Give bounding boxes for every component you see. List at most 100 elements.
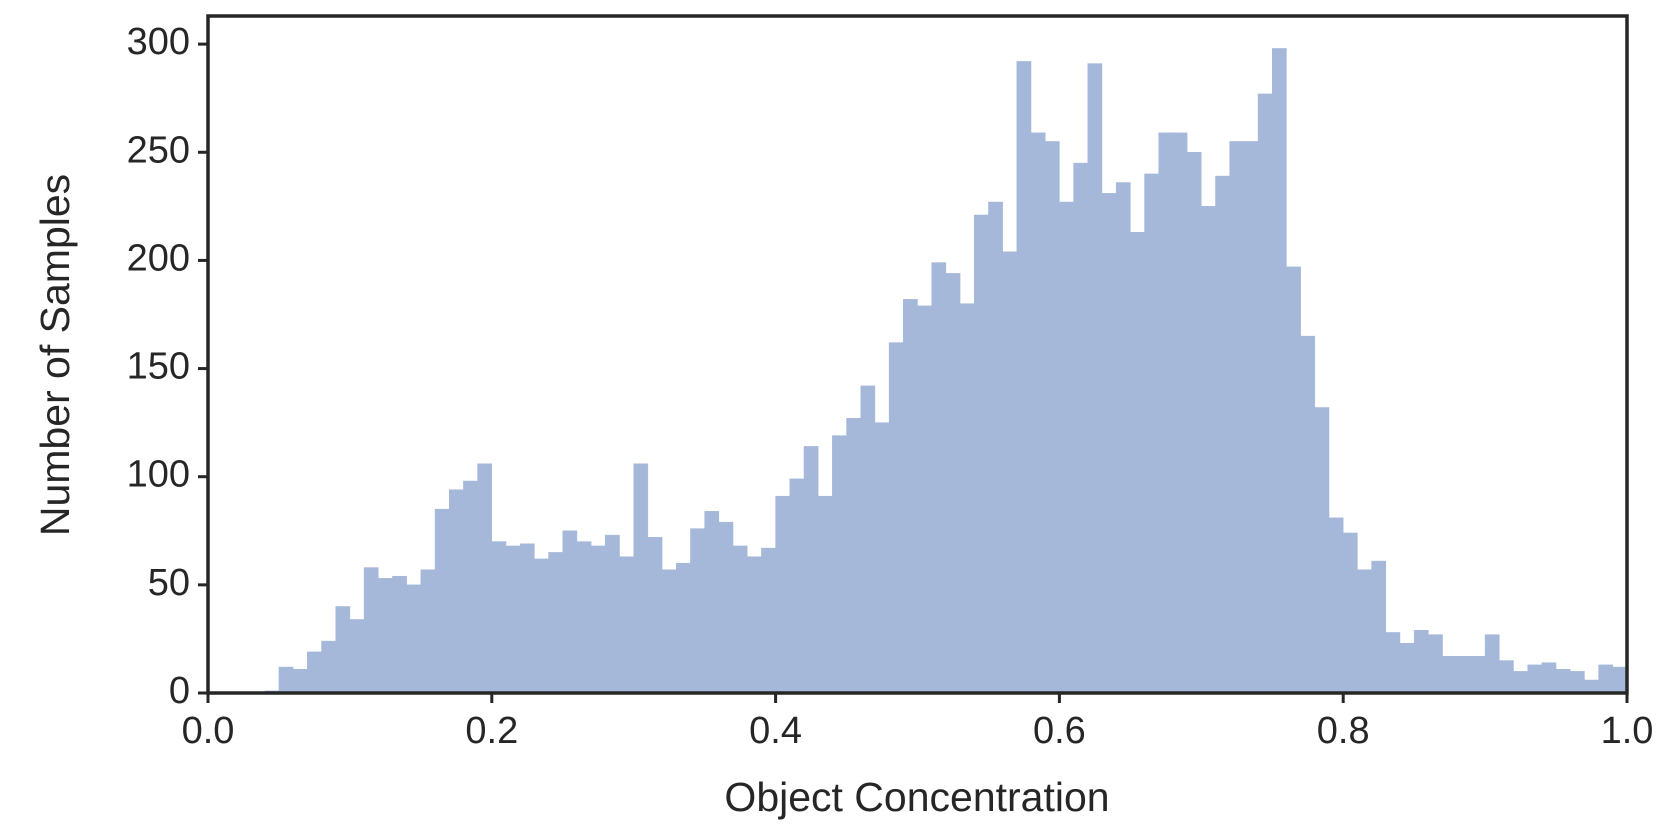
bar xyxy=(1059,201,1074,694)
bar xyxy=(1584,679,1599,694)
bar xyxy=(690,528,705,694)
x-tick-label: 0.2 xyxy=(465,710,518,752)
bar xyxy=(832,435,847,694)
y-tick-label: 200 xyxy=(127,237,190,279)
x-tick-label: 0.8 xyxy=(1317,710,1370,752)
bar xyxy=(1357,569,1372,694)
bar xyxy=(562,530,578,694)
bar xyxy=(335,606,351,694)
bar xyxy=(363,567,379,694)
bar xyxy=(392,575,407,694)
bar xyxy=(292,668,308,694)
y-tick-label: 300 xyxy=(127,21,190,63)
bar xyxy=(860,385,876,694)
x-axis-label: Object Concentration xyxy=(724,774,1109,820)
bar xyxy=(1286,266,1301,694)
bar xyxy=(576,541,592,694)
bar xyxy=(676,562,691,694)
bar xyxy=(1172,132,1188,694)
bar xyxy=(1272,48,1287,694)
bar xyxy=(1201,206,1216,694)
bar xyxy=(1016,61,1032,694)
bar xyxy=(1470,655,1486,694)
bar xyxy=(1002,251,1018,694)
bar xyxy=(1087,63,1103,694)
bar xyxy=(307,651,322,694)
bar xyxy=(917,305,932,694)
bar xyxy=(704,511,720,694)
bar xyxy=(718,521,734,694)
bar xyxy=(548,552,563,694)
bar xyxy=(888,342,904,694)
bar xyxy=(846,418,861,694)
bar xyxy=(661,569,677,694)
bar xyxy=(1413,630,1429,694)
bar xyxy=(1399,643,1415,694)
bar xyxy=(647,537,663,694)
bar xyxy=(789,478,805,694)
y-tick-label: 50 xyxy=(148,562,190,604)
bar xyxy=(903,299,918,694)
bar xyxy=(505,545,521,694)
bar xyxy=(619,556,634,694)
y-tick-label: 0 xyxy=(169,670,190,712)
bar xyxy=(1186,152,1202,694)
bar xyxy=(278,666,294,694)
bar xyxy=(1385,632,1401,694)
bar xyxy=(1073,162,1089,694)
bar xyxy=(1612,666,1628,694)
bar xyxy=(349,619,365,694)
bar xyxy=(321,640,336,694)
bar xyxy=(406,584,422,694)
x-tick-label: 0.6 xyxy=(1033,710,1086,752)
bar xyxy=(590,545,606,694)
bar xyxy=(1030,132,1046,694)
bar xyxy=(434,508,450,694)
bar xyxy=(1229,141,1245,694)
y-tick-label: 100 xyxy=(127,454,190,496)
bar xyxy=(1456,655,1472,694)
bar xyxy=(1541,662,1557,694)
bar xyxy=(1555,668,1571,694)
bar xyxy=(448,489,464,694)
bar xyxy=(817,495,833,694)
y-tick-label: 250 xyxy=(127,129,190,171)
bar xyxy=(1442,655,1457,694)
bar xyxy=(463,480,478,694)
bar xyxy=(1314,407,1330,694)
bar xyxy=(1484,634,1500,694)
bar xyxy=(1144,173,1159,694)
bar xyxy=(605,534,620,694)
bar xyxy=(803,446,819,694)
bar xyxy=(1158,132,1174,694)
bar xyxy=(633,463,649,694)
bar xyxy=(931,262,947,694)
bar xyxy=(1215,175,1230,694)
bar xyxy=(761,547,776,694)
bar xyxy=(1428,634,1443,694)
bar xyxy=(945,273,961,694)
bar xyxy=(534,558,549,694)
bar xyxy=(1569,671,1585,694)
x-tick-label: 0.4 xyxy=(749,710,802,752)
bar xyxy=(1328,517,1344,694)
bar xyxy=(420,569,436,694)
bar xyxy=(959,303,975,694)
bar xyxy=(732,545,748,694)
bar xyxy=(1342,532,1358,694)
bar xyxy=(1130,232,1145,694)
plot-frame xyxy=(206,14,1629,695)
bar xyxy=(378,578,393,694)
bar xyxy=(519,543,535,694)
x-tick-label: 1.0 xyxy=(1601,710,1654,752)
bar xyxy=(1300,335,1316,694)
y-axis-label: Number of Samples xyxy=(32,174,78,536)
bar xyxy=(1115,182,1131,694)
bar xyxy=(988,201,1003,694)
bar xyxy=(1499,660,1514,694)
bar xyxy=(1257,93,1273,694)
x-tick-label: 0.0 xyxy=(182,710,235,752)
bar xyxy=(1371,560,1387,694)
bar xyxy=(1101,193,1117,694)
